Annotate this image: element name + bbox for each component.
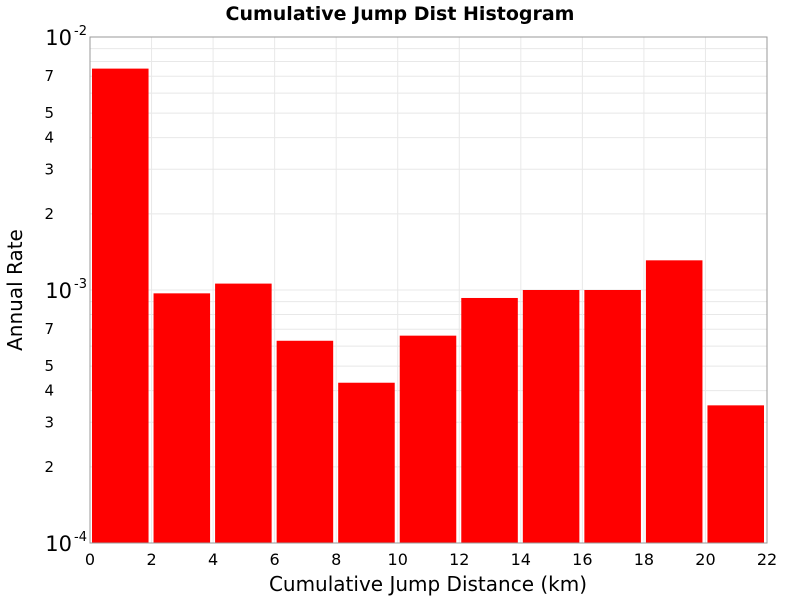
bar-10 xyxy=(707,405,764,543)
y-tick-base: 10 xyxy=(45,532,72,556)
x-tick-label: 16 xyxy=(572,550,592,569)
bar-2 xyxy=(215,283,272,543)
y-tick-exponent: -3 xyxy=(74,277,87,292)
chart-title: Cumulative Jump Dist Histogram xyxy=(226,3,575,25)
y-tick-exponent: -4 xyxy=(74,530,87,545)
x-tick-label: 10 xyxy=(388,550,408,569)
bar-1 xyxy=(153,293,211,543)
bar-9 xyxy=(645,260,703,543)
y-tick-exponent: -2 xyxy=(74,24,87,39)
bar-0 xyxy=(92,68,149,543)
x-tick-label: 14 xyxy=(511,550,531,569)
x-tick-label: 20 xyxy=(695,550,715,569)
y-tick-base: 10 xyxy=(45,26,72,50)
x-tick-label: 12 xyxy=(449,550,469,569)
bar-6 xyxy=(461,297,518,543)
y-tick-major: 10 xyxy=(45,26,72,50)
x-axis-ticks: 0 2 4 6 8 10 12 14 16 18 20 22 xyxy=(85,550,777,569)
bar-8 xyxy=(584,290,641,543)
y-tick-minor: 3 xyxy=(44,413,54,431)
x-tick-label: 18 xyxy=(634,550,654,569)
bar-5 xyxy=(399,335,457,543)
y-tick-minor: 7 xyxy=(44,67,54,85)
x-tick-label: 8 xyxy=(331,550,341,569)
y-tick-minor: 7 xyxy=(44,320,54,338)
y-tick-major: 10 xyxy=(45,279,72,303)
y-tick-minor: 2 xyxy=(44,205,54,223)
y-tick-base: 10 xyxy=(45,279,72,303)
y-tick-minor: 2 xyxy=(44,458,54,476)
x-tick-label: 4 xyxy=(208,550,218,569)
x-tick-label: 0 xyxy=(85,550,95,569)
y-axis-label: Annual Rate xyxy=(3,229,27,351)
bar-7 xyxy=(522,290,580,543)
y-tick-minor: 5 xyxy=(44,357,54,375)
bar-4 xyxy=(338,382,395,543)
y-tick-minor: 5 xyxy=(44,104,54,122)
x-tick-label: 2 xyxy=(146,550,156,569)
x-tick-label: 22 xyxy=(757,550,777,569)
y-tick-major: 10 xyxy=(45,532,72,556)
y-tick-minor: 3 xyxy=(44,160,54,178)
x-axis-label: Cumulative Jump Distance (km) xyxy=(269,572,587,596)
y-tick-minor: 4 xyxy=(44,129,54,147)
bars-group xyxy=(92,68,764,543)
y-tick-minor: 4 xyxy=(44,382,54,400)
x-tick-label: 6 xyxy=(270,550,280,569)
plot-frame xyxy=(89,36,768,544)
bar-3 xyxy=(276,340,334,543)
